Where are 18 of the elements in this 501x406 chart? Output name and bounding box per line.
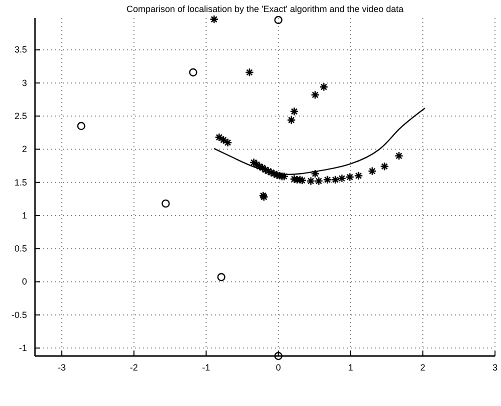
y-tick-label: -0.5 (11, 310, 27, 320)
y-tick-label: 3.5 (14, 44, 27, 55)
y-tick-label: 2.5 (14, 110, 27, 121)
y-tick-label: 2 (22, 144, 27, 154)
x-tick-label: 2 (420, 362, 426, 372)
y-tick-label: 1 (22, 210, 27, 220)
y-tick-label: 1.5 (14, 177, 27, 188)
x-tick-label: -3 (58, 362, 66, 372)
x-tick-label: 3 (492, 362, 498, 372)
x-tick-label: -1 (202, 362, 210, 372)
y-tick-label: 3 (22, 78, 27, 88)
y-tick-label: 0.5 (14, 244, 27, 254)
y-tick-label: -1 (18, 342, 27, 353)
chart-title: Comparison of localisation by the 'Exact' algorithm and the video data (126, 4, 404, 14)
x-tick-label: -2 (130, 362, 138, 372)
x-tick-label: 1 (348, 362, 354, 372)
x-tick-label: 0 (276, 362, 281, 372)
y-tick-label: 0 (22, 276, 27, 287)
